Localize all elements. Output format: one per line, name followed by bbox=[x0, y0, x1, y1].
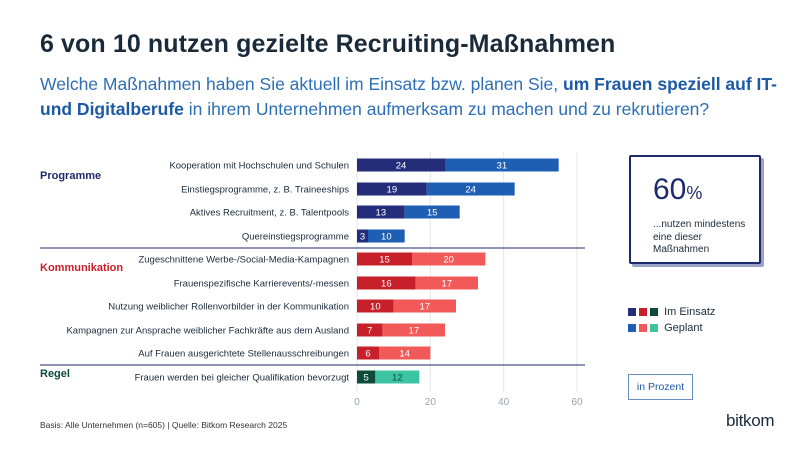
row-label: Frauen werden bei gleicher Qualifikation… bbox=[135, 373, 350, 384]
legend-swatch-kommunikation-planned bbox=[639, 324, 647, 332]
callout-value: 60% bbox=[653, 173, 702, 207]
data-label-planned: 17 bbox=[442, 279, 453, 290]
summary-callout: 60% ...nutzen mindestens eine dieser Maß… bbox=[629, 155, 761, 264]
data-label-planned: 14 bbox=[399, 349, 410, 360]
legend-swatch-regel-planned bbox=[650, 324, 658, 332]
subtitle-part-2: in ihrem Unternehmen aufmerksam zu mache… bbox=[183, 99, 710, 119]
row-label: Quereinstiegsprogramme bbox=[242, 232, 349, 243]
bar-in-use bbox=[357, 252, 412, 266]
data-label-planned: 12 bbox=[392, 373, 403, 384]
data-label-in-use: 10 bbox=[370, 302, 381, 313]
source-footer: Basis: Alle Unternehmen (n=605) | Quelle… bbox=[40, 420, 288, 430]
bar-in-use bbox=[357, 370, 376, 384]
chart-subtitle: Welche Maßnahmen haben Sie aktuell im Ei… bbox=[40, 72, 780, 122]
group-label: Regel bbox=[40, 368, 70, 380]
data-label-in-use: 7 bbox=[367, 326, 372, 337]
data-label-planned: 31 bbox=[497, 161, 508, 172]
x-tick-label: 40 bbox=[498, 397, 510, 408]
x-tick-label: 20 bbox=[425, 397, 437, 408]
legend-swatch-kommunikation-in-use bbox=[639, 308, 647, 316]
bar-planned bbox=[379, 346, 431, 360]
legend-swatch-programme-in-use bbox=[628, 308, 636, 316]
legend-swatch-regel-in-use bbox=[650, 308, 658, 316]
data-label-in-use: 15 bbox=[379, 255, 390, 266]
x-tick-label: 0 bbox=[354, 397, 360, 408]
bar-planned bbox=[415, 276, 478, 290]
subtitle-bold: um Frauen speziell auf IT- und Digitalbe… bbox=[40, 74, 777, 119]
row-label: Nutzung weiblicher Rollenvorbilder in de… bbox=[108, 302, 349, 313]
bar-planned bbox=[445, 158, 559, 172]
row-label: Auf Frauen ausgerichtete Stellenausschre… bbox=[138, 349, 349, 360]
data-label-planned: 15 bbox=[427, 208, 438, 219]
row-label: Kooperation mit Hochschulen und Schulen bbox=[169, 161, 349, 172]
legend-planned: Geplant bbox=[628, 322, 703, 334]
callout-unit: % bbox=[686, 183, 703, 203]
row-label: Aktives Recruitment, z. B. Talentpools bbox=[190, 208, 350, 219]
legend-label-planned: Geplant bbox=[664, 322, 703, 334]
row-label: Zugeschnittene Werbe-/Social-Media-Kampa… bbox=[138, 255, 349, 266]
page-title: 6 von 10 nutzen gezielte Recruiting-Maßn… bbox=[40, 30, 616, 58]
bar-in-use bbox=[357, 276, 416, 290]
data-label-in-use: 5 bbox=[364, 373, 369, 384]
subtitle-part-1: Welche Maßnahmen haben Sie aktuell im Ei… bbox=[40, 74, 564, 94]
data-label-planned: 24 bbox=[465, 185, 476, 196]
bar-in-use bbox=[357, 182, 427, 196]
x-tick-label: 60 bbox=[571, 397, 583, 408]
legend-in-use: Im Einsatz bbox=[628, 306, 715, 318]
callout-number: 60 bbox=[653, 173, 687, 206]
data-label-planned: 10 bbox=[381, 232, 392, 243]
bar-planned bbox=[368, 229, 405, 243]
bar-planned bbox=[393, 299, 456, 313]
legend-label-in-use: Im Einsatz bbox=[664, 306, 716, 318]
group-label: Programme bbox=[40, 170, 101, 182]
row-label: Frauenspezifische Karrierevents/-messen bbox=[174, 279, 349, 290]
data-label-in-use: 6 bbox=[365, 349, 370, 360]
bar-in-use bbox=[357, 229, 368, 243]
row-label: Kampagnen zur Ansprache weiblicher Fachk… bbox=[66, 326, 349, 337]
bar-planned bbox=[375, 370, 420, 384]
data-label-in-use: 24 bbox=[396, 161, 407, 172]
bar-planned bbox=[382, 323, 445, 337]
callout-text: ...nutzen mindestens eine dieser Maßnahm… bbox=[653, 219, 746, 255]
bar-in-use bbox=[357, 158, 445, 172]
group-label: Kommunikation bbox=[40, 262, 123, 274]
row-label: Einstiegsprogramme, z. B. Traineeships bbox=[181, 185, 349, 196]
legend-swatch-programme-planned bbox=[628, 324, 636, 332]
unit-note: in Prozent bbox=[628, 374, 693, 400]
data-label-planned: 17 bbox=[409, 326, 420, 337]
bar-in-use bbox=[357, 323, 383, 337]
data-label-in-use: 19 bbox=[387, 185, 398, 196]
data-label-in-use: 13 bbox=[376, 208, 387, 219]
bar-in-use bbox=[357, 299, 394, 313]
data-label-planned: 20 bbox=[443, 255, 454, 266]
data-label-in-use: 3 bbox=[360, 232, 365, 243]
bar-planned bbox=[426, 182, 515, 196]
data-label-planned: 17 bbox=[420, 302, 431, 313]
bar-planned bbox=[412, 252, 486, 266]
bar-in-use bbox=[357, 205, 405, 219]
bitkom-logo: bitkom bbox=[726, 411, 775, 430]
bar-in-use bbox=[357, 346, 379, 360]
bar-planned bbox=[404, 205, 460, 219]
data-label-in-use: 16 bbox=[381, 279, 392, 290]
